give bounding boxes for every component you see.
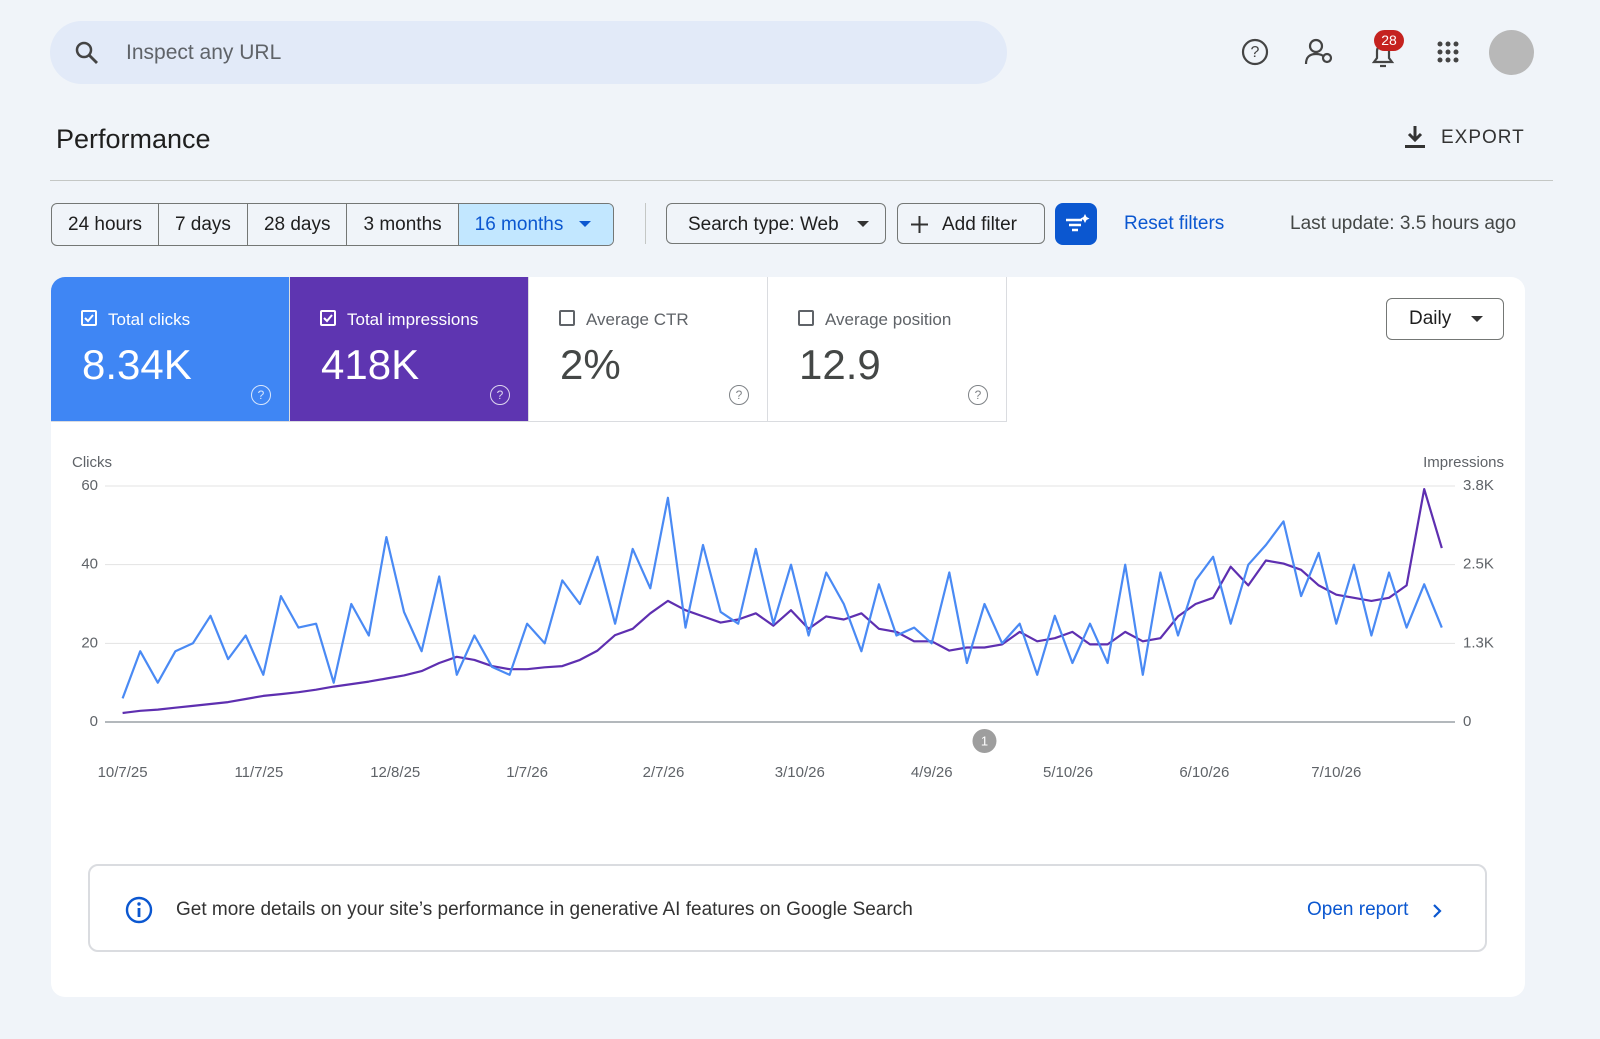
divider <box>645 203 646 244</box>
metric-card[interactable]: Average CTR 2%? <box>529 277 768 422</box>
date-range-selector: 24 hours 7 days 28 days 3 months 16 months <box>51 203 615 246</box>
metric-label: Total impressions <box>347 310 479 329</box>
plus-icon <box>911 216 928 233</box>
filter-settings-button[interactable] <box>1055 203 1097 245</box>
export-button[interactable]: EXPORT <box>1441 127 1525 148</box>
separator <box>50 180 1553 181</box>
last-update: Last update: 3.5 hours ago <box>1290 213 1517 234</box>
banner-text: Get more details on your site’s performa… <box>176 899 913 920</box>
info-banner: Get more details on your site’s performa… <box>88 864 1487 952</box>
search-bar[interactable]: Inspect any URL <box>50 21 1007 84</box>
chevron <box>1433 904 1442 918</box>
x-tick-label: 5/10/26 <box>1043 764 1093 781</box>
series-line <box>121 496 1443 699</box>
metric-card[interactable]: Average position 12.9? <box>768 277 1007 422</box>
help-icon: ? <box>968 385 988 405</box>
add-filter-label: Add filter <box>942 214 1017 235</box>
x-tick-label: 11/7/25 <box>234 764 283 781</box>
check-path <box>323 314 333 323</box>
metric-label: Average position <box>825 310 952 329</box>
checkbox <box>559 310 575 326</box>
metric-label: Total clicks <box>108 310 191 329</box>
checkbox <box>81 310 97 326</box>
metric-value: 2% <box>560 341 621 388</box>
check-mark <box>323 314 333 323</box>
search-type-label: Search type: Web <box>688 214 839 235</box>
metric-card[interactable]: Total clicks 8.34K? <box>51 277 290 422</box>
search-placeholder: Inspect any URL <box>126 41 282 64</box>
date-range-option[interactable]: 24 hours <box>52 204 159 245</box>
granularity-select[interactable]: Daily <box>1386 298 1504 340</box>
page-title: Performance <box>56 124 211 154</box>
check-path <box>84 314 94 323</box>
help-icon: ? <box>251 385 271 405</box>
metric-label: Average CTR <box>586 310 689 329</box>
metric-value: 418K <box>321 341 420 388</box>
x-tick-label: 2/7/26 <box>643 764 685 781</box>
y2-tick-label: 2.5K <box>1463 556 1494 573</box>
x-tick-label: 3/10/26 <box>775 764 825 781</box>
annotation-label: 1 <box>981 733 988 748</box>
info-icon <box>125 896 153 924</box>
y2-axis-title: Impressions <box>1423 454 1504 471</box>
help-icon: ? <box>729 385 749 405</box>
y2-tick-label: 1.3K <box>1463 634 1494 651</box>
date-range-option[interactable]: 16 months <box>458 204 614 245</box>
avatar[interactable] <box>1489 30 1534 75</box>
y-tick-label: 40 <box>81 556 98 573</box>
metric-value: 8.34K <box>82 341 192 388</box>
x-tick-label: 12/8/25 <box>370 764 420 781</box>
metric-value: 12.9 <box>799 341 881 388</box>
date-range-option[interactable]: 3 months <box>347 204 459 245</box>
search-type-button[interactable]: Search type: Web <box>666 203 886 244</box>
help-icon: ? <box>490 385 510 405</box>
x-tick-label: 4/9/26 <box>911 764 953 781</box>
x-tick-label: 10/7/25 <box>98 764 148 781</box>
dropdown-arrow <box>579 221 592 227</box>
checkbox <box>798 310 814 326</box>
notification-badge[interactable]: 28 <box>1374 30 1404 51</box>
dropdown-arrow <box>1471 316 1483 322</box>
export-icon <box>1405 126 1425 148</box>
check-mark <box>84 314 94 323</box>
add-filter-button[interactable]: Add filter <box>897 203 1045 244</box>
y-axis-title: Clicks <box>72 454 112 471</box>
date-range-option[interactable]: 28 days <box>248 204 348 245</box>
granularity-label: Daily <box>1409 308 1452 329</box>
open-report-link[interactable]: Open report <box>1307 899 1409 920</box>
date-range-option[interactable]: 7 days <box>159 204 248 245</box>
x-tick-label: 1/7/26 <box>506 764 548 781</box>
x-tick-label: 7/10/26 <box>1311 764 1361 781</box>
annotation-marker[interactable] <box>972 729 997 753</box>
y-tick-label: 60 <box>81 477 98 494</box>
arrow-shape <box>579 221 592 227</box>
checkbox <box>320 310 336 326</box>
y-tick-label: 20 <box>81 634 98 651</box>
svg-text:?: ? <box>1251 44 1260 61</box>
y-tick-label: 0 <box>90 713 98 730</box>
y2-tick-label: 3.8K <box>1463 477 1494 494</box>
reset-filters[interactable]: Reset filters <box>1124 213 1225 234</box>
x-tick-label: 6/10/26 <box>1179 764 1229 781</box>
dropdown-arrow <box>857 221 869 227</box>
y2-tick-label: 0 <box>1463 713 1471 730</box>
series-line <box>122 488 1443 715</box>
metric-card[interactable]: Total impressions 418K? <box>290 277 529 422</box>
search-icon <box>75 41 98 64</box>
filter-icon <box>1066 214 1090 232</box>
